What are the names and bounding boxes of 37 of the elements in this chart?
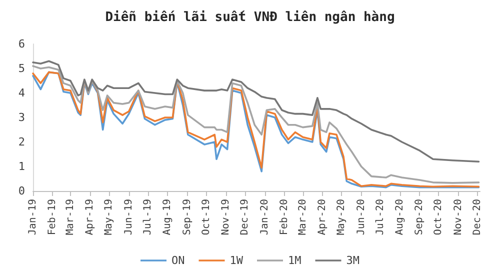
x-tick-label: Mar-20 bbox=[297, 199, 308, 236]
x-tick-label: Nov-20 bbox=[452, 199, 464, 236]
x-tick-label: Jun-20 bbox=[356, 199, 367, 236]
x-tick-label: Jul-20 bbox=[374, 199, 386, 236]
x-tick-label: Apr-20 bbox=[317, 199, 328, 236]
x-tick-label: Feb-19 bbox=[47, 199, 58, 236]
x-tick-label: Sep-20 bbox=[414, 199, 426, 236]
chart-title: Diễn biến lãi suất VNĐ liên ngân hàng bbox=[105, 10, 395, 25]
x-tick-label: Dec-20 bbox=[472, 199, 483, 236]
legend-label: 1M bbox=[288, 254, 302, 267]
y-tick-label: 6 bbox=[18, 38, 25, 50]
x-tick-label: Aug-19 bbox=[162, 199, 174, 236]
line-series bbox=[32, 60, 480, 162]
y-tick-label: 4 bbox=[18, 86, 26, 100]
x-tick-label: Feb-20 bbox=[278, 199, 290, 236]
y-tick-label: 5 bbox=[18, 62, 25, 75]
x-tick-label: Apr-19 bbox=[84, 199, 96, 236]
y-tick-label: 3 bbox=[18, 111, 25, 124]
x-tick-label: Aug-20 bbox=[394, 199, 406, 236]
y-tick-label: 0 bbox=[18, 184, 25, 198]
x-tick-label: Nov-19 bbox=[220, 199, 232, 236]
x-tick-label: Jul-19 bbox=[142, 199, 154, 236]
x-tick-label: Oct-19 bbox=[200, 199, 212, 236]
legend-label: 3M bbox=[346, 254, 360, 267]
x-tick-label: Dec-19 bbox=[240, 199, 251, 236]
y-tick-label: 2 bbox=[18, 136, 25, 148]
x-tick-label: May-20 bbox=[336, 199, 348, 236]
x-tick-label: May-19 bbox=[104, 199, 115, 236]
x-tick-label: Oct-20 bbox=[433, 199, 444, 236]
x-tick-label: Jun-19 bbox=[123, 199, 134, 236]
x-tick-label: Mar-19 bbox=[64, 199, 76, 236]
x-tick-label: Sep-19 bbox=[182, 199, 193, 236]
x-tick-label: Jan-19 bbox=[28, 199, 38, 236]
x-tick-label: Jan-20 bbox=[259, 199, 270, 236]
legend-label: ON bbox=[172, 254, 185, 267]
y-tick-label: 1 bbox=[18, 160, 25, 173]
legend-label: 1W bbox=[230, 254, 244, 267]
